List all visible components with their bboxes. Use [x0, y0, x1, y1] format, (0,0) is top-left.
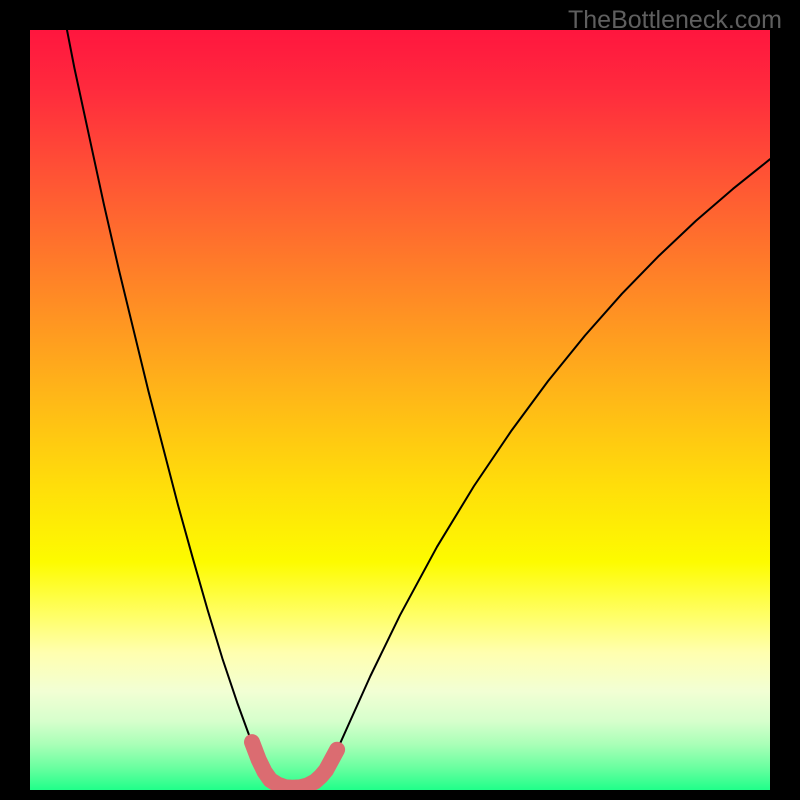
gradient-background	[30, 30, 770, 790]
chart-frame: TheBottleneck.com	[0, 0, 800, 800]
plot-area	[30, 30, 770, 790]
bottleneck-marker-end	[331, 744, 343, 756]
